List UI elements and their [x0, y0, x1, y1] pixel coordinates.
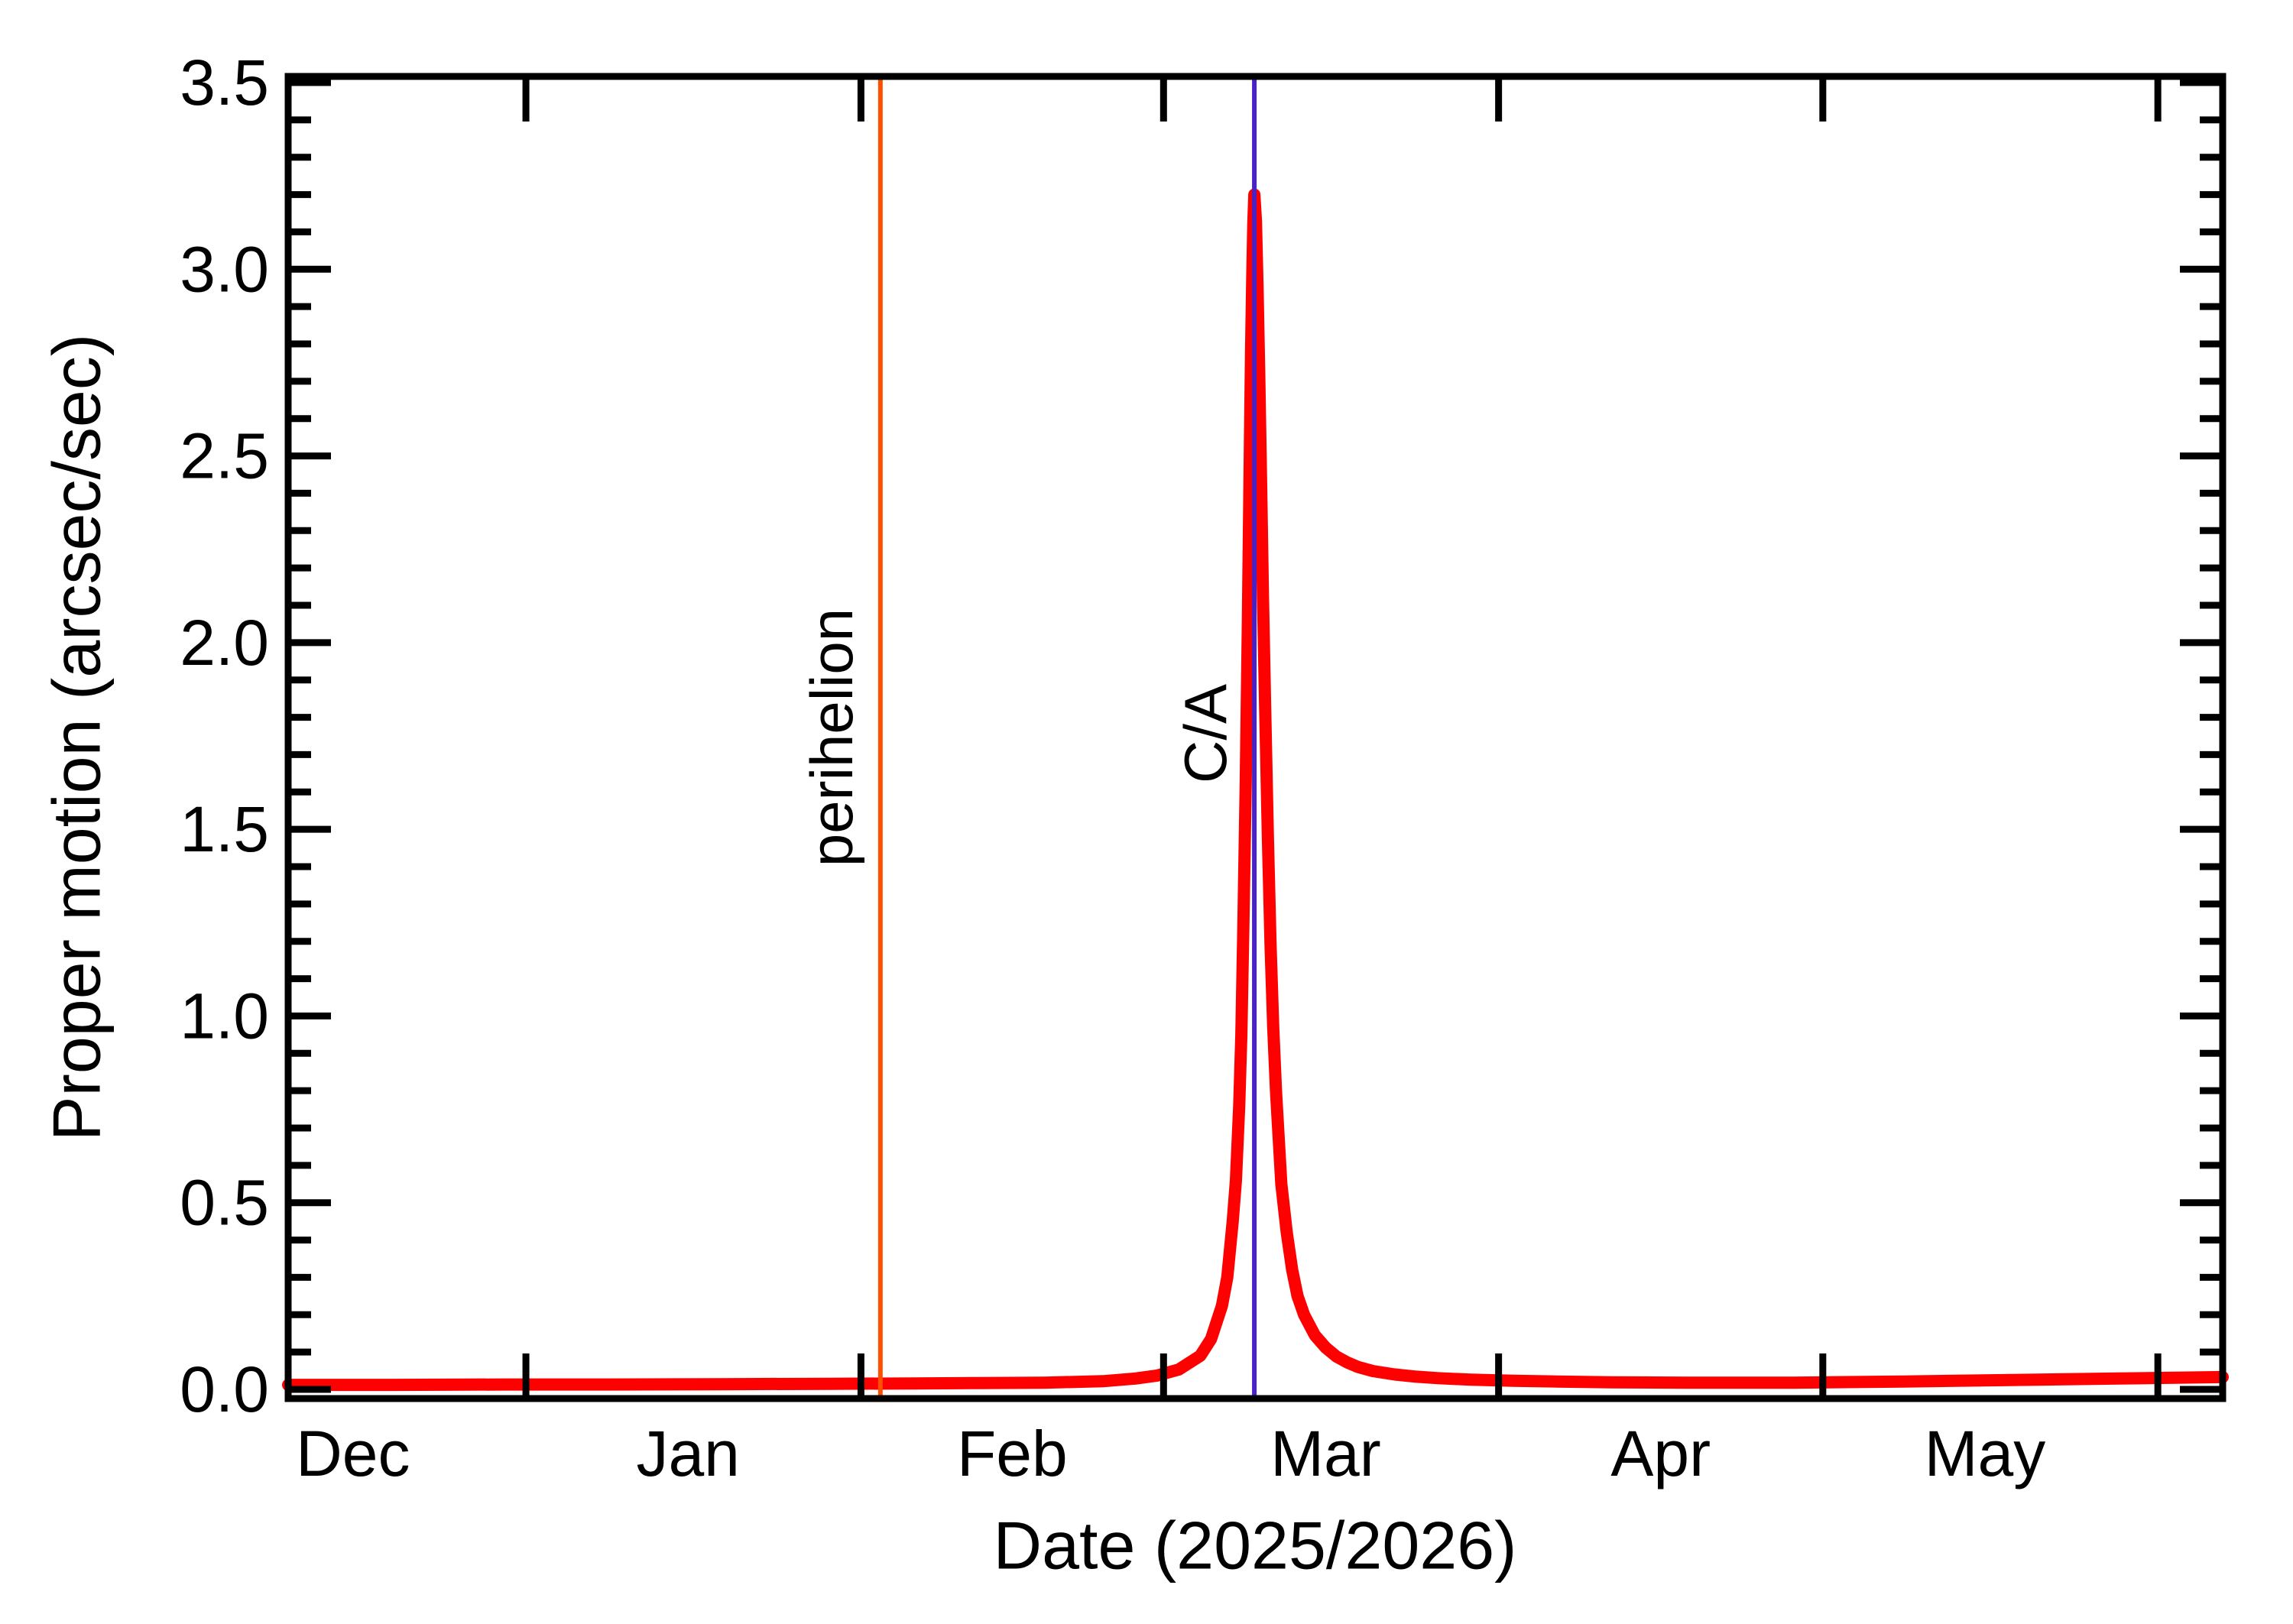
y-tick-label: 2.5 [180, 420, 269, 492]
y-tick-label: 2.0 [180, 607, 269, 679]
month-label: Mar [1270, 1418, 1381, 1489]
month-label: Feb [957, 1418, 1068, 1489]
y-tick-label: 0.0 [180, 1353, 269, 1425]
y-tick-label: 1.5 [180, 793, 269, 865]
y-tick-label: 0.5 [180, 1167, 269, 1239]
plot-frame [284, 73, 2227, 1402]
y-tick-label: 3.5 [180, 47, 269, 118]
perihelion-label: perihelion [798, 608, 865, 867]
y-axis-title: Proper motion (arcsec/sec) [39, 334, 115, 1141]
x-axis-title: Date (2025/2026) [994, 1508, 1517, 1583]
month-label: May [1925, 1418, 2046, 1489]
proper-motion-curve [282, 188, 2229, 1392]
y-tick-label: 3.0 [180, 233, 269, 305]
month-label: Apr [1610, 1418, 1711, 1489]
month-label: Dec [296, 1418, 410, 1489]
month-label: Jan [636, 1418, 739, 1489]
close-approach-label: C/A [1172, 684, 1239, 783]
y-tick-label: 1.0 [180, 980, 269, 1052]
